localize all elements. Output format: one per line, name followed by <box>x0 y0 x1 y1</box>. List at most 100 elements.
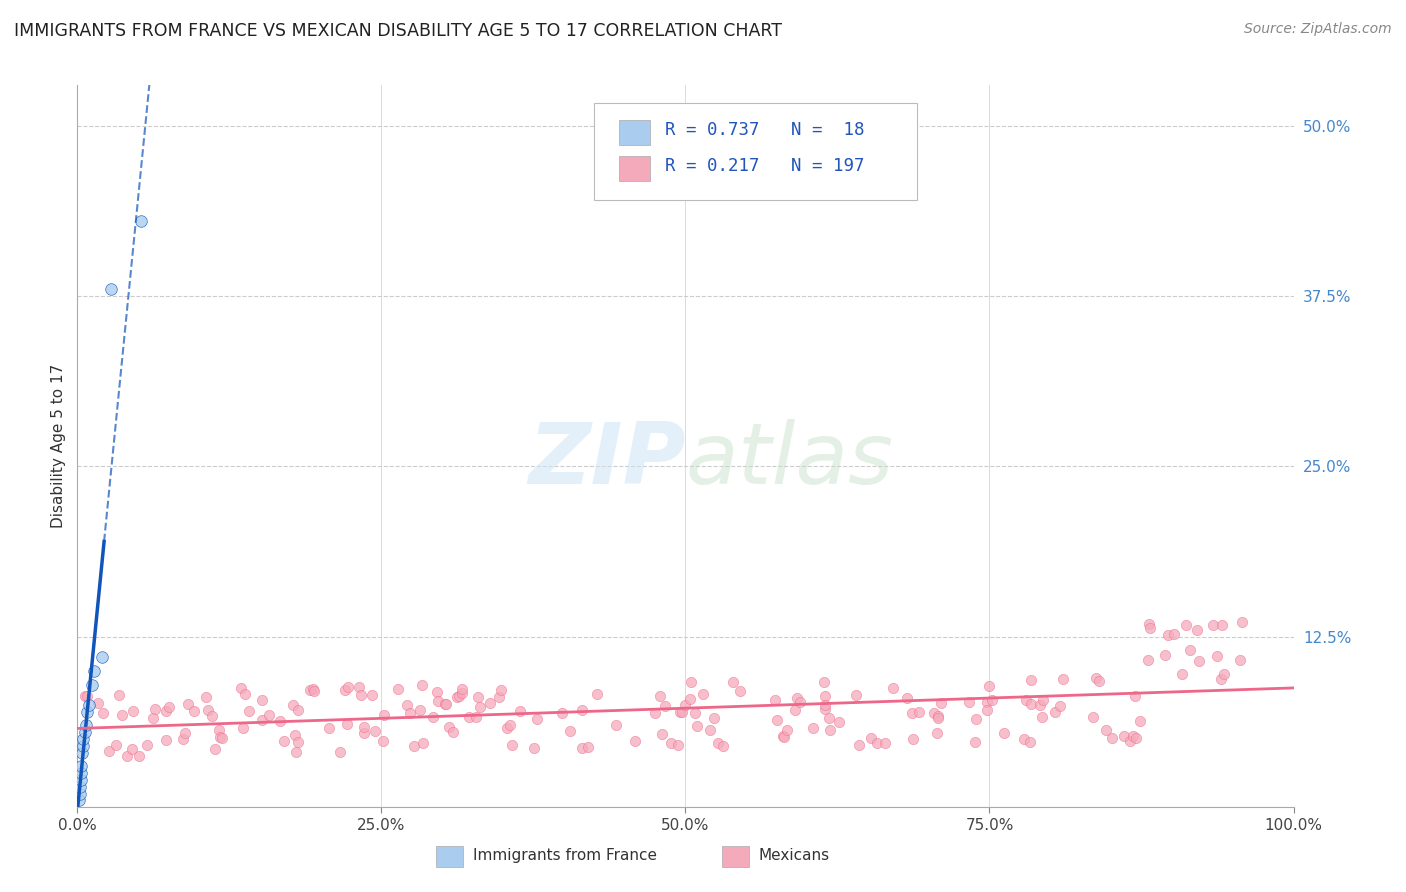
Text: R = 0.737   N =  18: R = 0.737 N = 18 <box>665 121 865 139</box>
Point <box>1178 642 1201 657</box>
Point <box>1211 673 1233 687</box>
Point <box>197 703 219 717</box>
Point <box>1094 723 1116 737</box>
Point <box>72 739 94 753</box>
FancyBboxPatch shape <box>721 846 748 867</box>
Point <box>1202 618 1225 632</box>
Point <box>232 721 254 735</box>
Point <box>1137 617 1160 632</box>
Point <box>624 733 647 747</box>
Point <box>1123 689 1146 703</box>
Point <box>707 736 730 750</box>
Point <box>925 726 948 740</box>
Point <box>772 729 794 743</box>
Point <box>711 739 734 754</box>
Point <box>80 677 103 691</box>
Point <box>1188 654 1211 668</box>
Point <box>828 715 851 730</box>
Point <box>1163 627 1185 641</box>
Point <box>1052 673 1074 687</box>
Point <box>1212 667 1234 681</box>
Point <box>765 713 787 727</box>
Point <box>817 711 839 725</box>
Point <box>111 707 134 722</box>
Point <box>679 692 702 706</box>
Point <box>957 694 980 708</box>
Point <box>1122 729 1144 743</box>
Point <box>1031 710 1053 724</box>
Point <box>183 704 205 718</box>
Point <box>866 736 889 750</box>
Point <box>353 726 375 740</box>
Point <box>1119 734 1142 748</box>
Point <box>373 707 395 722</box>
Point <box>605 718 627 732</box>
Point <box>848 739 870 753</box>
Point <box>1205 649 1227 664</box>
Point <box>1049 699 1071 714</box>
Point <box>194 690 217 705</box>
Point <box>965 712 987 726</box>
Point <box>208 723 231 737</box>
Point <box>976 703 998 717</box>
Point <box>1081 710 1104 724</box>
Point <box>1114 729 1136 743</box>
Point <box>1019 735 1042 749</box>
Y-axis label: Disability Age 5 to 17: Disability Age 5 to 17 <box>51 364 66 528</box>
Point <box>1045 706 1067 720</box>
Point <box>422 709 444 723</box>
Point <box>72 732 94 747</box>
Point <box>70 766 93 780</box>
Point <box>100 282 122 296</box>
Point <box>83 664 105 678</box>
Text: R = 0.217   N = 197: R = 0.217 N = 197 <box>665 157 865 176</box>
Point <box>329 745 352 759</box>
FancyBboxPatch shape <box>595 103 917 201</box>
Point <box>526 712 548 726</box>
Point <box>441 724 464 739</box>
Text: Mexicans: Mexicans <box>758 848 830 863</box>
Point <box>1125 731 1147 745</box>
Point <box>927 708 949 723</box>
Point <box>281 698 304 712</box>
Point <box>1171 667 1194 681</box>
Point <box>398 706 420 721</box>
Point <box>257 707 280 722</box>
Point <box>671 705 693 719</box>
Point <box>233 687 256 701</box>
FancyBboxPatch shape <box>619 156 650 181</box>
Point <box>155 704 177 718</box>
Point <box>284 728 307 742</box>
Point <box>1129 714 1152 728</box>
Point <box>371 734 394 748</box>
Point <box>238 705 260 719</box>
Point <box>699 723 721 737</box>
Point <box>76 705 98 719</box>
Point <box>681 675 703 690</box>
Point <box>981 692 1004 706</box>
Point <box>496 721 519 735</box>
Point <box>873 736 896 750</box>
Point <box>1012 732 1035 747</box>
Point <box>1174 618 1197 632</box>
Point <box>1154 648 1177 662</box>
Point <box>1019 697 1042 711</box>
Point <box>302 684 325 698</box>
FancyBboxPatch shape <box>619 120 650 145</box>
Text: IMMIGRANTS FROM FRANCE VS MEXICAN DISABILITY AGE 5 TO 17 CORRELATION CHART: IMMIGRANTS FROM FRANCE VS MEXICAN DISABI… <box>14 22 782 40</box>
Point <box>845 688 868 702</box>
Point <box>97 744 120 758</box>
Point <box>586 687 609 701</box>
Point <box>650 690 672 704</box>
Point <box>75 718 97 732</box>
Point <box>1032 693 1054 707</box>
Point <box>70 759 93 773</box>
Point <box>489 683 512 698</box>
Point <box>501 738 523 752</box>
Point <box>908 705 931 719</box>
Point <box>451 682 474 697</box>
Point <box>965 734 987 748</box>
Point <box>347 681 370 695</box>
Point <box>470 700 492 714</box>
Point <box>801 721 824 735</box>
